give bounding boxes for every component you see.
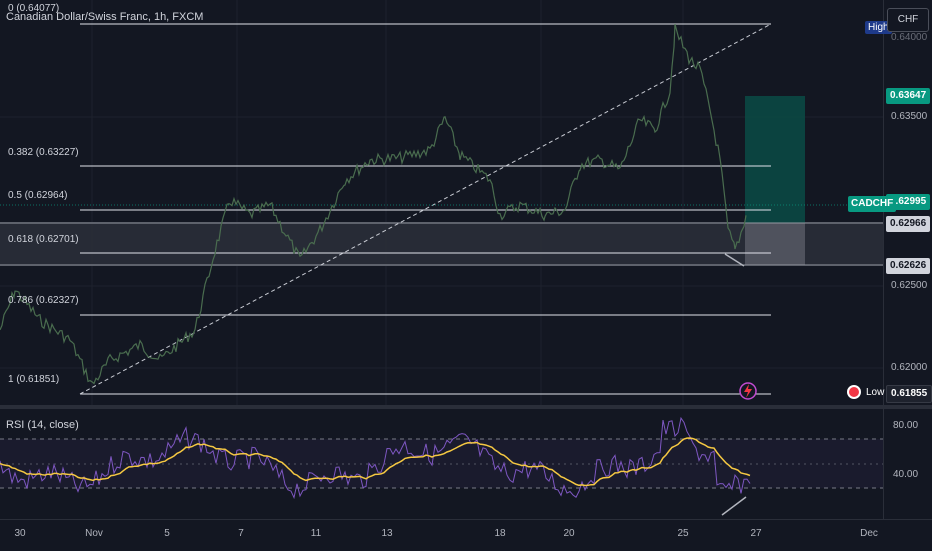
low-label: Low <box>866 387 885 398</box>
target-price-tag: 0.63647 <box>886 88 931 104</box>
entry-price-tag: 0.62966 <box>886 216 931 232</box>
symbol-title: Canadian Dollar/Swiss Franc, 1h, FXCM <box>6 11 204 23</box>
rsi-tick-40: 40.00 <box>893 469 919 480</box>
time-tick: 13 <box>381 528 393 539</box>
time-tick: 11 <box>310 528 322 539</box>
time-tick: 27 <box>750 528 762 539</box>
fib-trend-line[interactable] <box>79 23 772 395</box>
price-tick-062500: 0.62500 <box>891 280 928 291</box>
time-tick: Nov <box>85 528 103 539</box>
symbol-tag: CADCHF <box>848 196 897 212</box>
rsi-axis[interactable]: 80.00 40.00 <box>883 409 932 519</box>
time-tick: 30 <box>14 528 26 539</box>
rsi-tick-80: 80.00 <box>893 420 919 431</box>
rsi-chart <box>0 416 883 516</box>
price-tick-062000: 0.62000 <box>891 362 928 373</box>
last-price-tag: 0.62995 <box>886 194 931 210</box>
rsi-ma-line <box>0 437 751 487</box>
lightning-event-icon[interactable] <box>739 382 757 400</box>
short-trend-line[interactable] <box>724 253 745 267</box>
time-tick: Dec <box>860 528 878 539</box>
time-tick: 18 <box>494 528 506 539</box>
rsi-trend-line[interactable] <box>721 496 747 516</box>
long-position-profit-zone[interactable] <box>745 96 805 223</box>
time-tick: 5 <box>164 528 170 539</box>
long-position-loss-zone[interactable] <box>745 223 805 265</box>
time-axis[interactable]: 30 Nov 5 7 11 13 18 20 25 27 Dec <box>0 519 932 551</box>
fib-retracement[interactable] <box>80 23 771 395</box>
high-badge: High <box>865 21 892 34</box>
pane-separator[interactable] <box>0 405 932 409</box>
rsi-line <box>0 416 751 500</box>
fib-label-0: 0 (0.64077) <box>8 3 60 14</box>
fib-label-0786: 0.786 (0.62327) <box>8 295 79 306</box>
fib-label-05: 0.5 (0.62964) <box>8 190 68 201</box>
rsi-pane[interactable]: RSI (14, close) <box>0 409 883 519</box>
fib-label-0618: 0.618 (0.62701) <box>8 234 79 245</box>
time-tick: 20 <box>563 528 575 539</box>
time-tick: 25 <box>677 528 689 539</box>
fib-label-1: 1 (0.61851) <box>8 374 60 385</box>
low-marker-icon[interactable] <box>847 385 861 399</box>
price-tick-063500: 0.63500 <box>891 111 928 122</box>
price-series <box>0 24 747 385</box>
rsi-band <box>0 439 883 488</box>
currency-button[interactable]: CHF <box>887 8 929 32</box>
main-chart-pane[interactable]: Canadian Dollar/Swiss Franc, 1h, FXCM 0 … <box>0 0 883 405</box>
fib-label-0382: 0.382 (0.63227) <box>8 147 79 158</box>
price-chart[interactable] <box>0 0 883 405</box>
price-tick-high: 0.64000 <box>891 32 928 43</box>
rsi-title: RSI (14, close) <box>6 419 79 431</box>
time-tick: 7 <box>238 528 244 539</box>
low-price-tag: 0.61855 <box>886 385 932 403</box>
stop-price-tag: 0.62626 <box>886 258 931 274</box>
